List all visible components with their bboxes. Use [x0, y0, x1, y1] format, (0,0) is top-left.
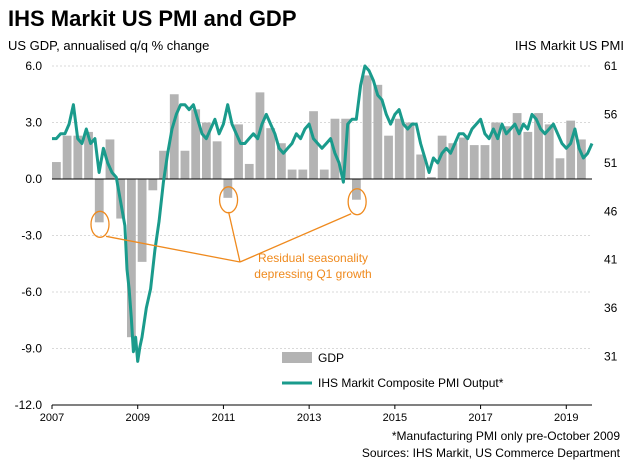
gdp-bar-29	[362, 75, 372, 179]
gdp-bar-45	[534, 113, 543, 179]
annotations	[90, 186, 367, 263]
gdp-bar-8	[137, 179, 147, 262]
gdp-bar-25	[319, 169, 329, 179]
gdp-bar-33	[405, 122, 415, 179]
legend: GDP IHS Markit Composite PMI Output*	[282, 351, 504, 390]
gdp-bar-44	[523, 131, 533, 179]
left-tick-label-5: -9.0	[21, 342, 42, 356]
annotation-circle-0	[90, 210, 110, 238]
gdp-bar-18	[244, 163, 254, 179]
gdp-bar-9	[148, 179, 158, 191]
gdp-bar-5	[105, 139, 115, 179]
gdp-bar-10	[159, 150, 168, 179]
gdp-bar-39	[469, 145, 479, 179]
x-tick-label-0: 2007	[40, 412, 64, 424]
footnote-2: Sources: IHS Markit, US Commerce Departm…	[362, 446, 621, 460]
right-axis-ticks: 61 56 51 46 41 36 31	[604, 59, 618, 364]
gdp-bar-30	[373, 84, 383, 179]
annotation-line-2: depressing Q1 growth	[254, 267, 371, 281]
gdp-bars	[52, 75, 586, 338]
gdp-bar-15	[212, 141, 222, 179]
left-axis-title: US GDP, annualised q/q % change	[8, 38, 209, 53]
gdp-bar-1	[62, 135, 72, 179]
gdp-bar-47	[555, 158, 565, 179]
gdp-bar-13	[191, 109, 201, 179]
right-tick-label-2: 51	[604, 156, 618, 170]
gdp-bar-37	[448, 143, 458, 179]
left-tick-label-1: 3.0	[25, 116, 42, 130]
right-tick-label-1: 56	[604, 107, 618, 121]
gdp-bar-24	[309, 111, 318, 179]
left-tick-label-2: 0.0	[25, 172, 42, 186]
gdp-bar-41	[491, 122, 501, 179]
legend-gdp-label: GDP	[318, 351, 344, 365]
right-tick-label-0: 61	[604, 59, 618, 73]
gdp-bar-32	[394, 118, 404, 179]
left-tick-label-4: -6.0	[21, 285, 42, 299]
annotation-leader-0	[105, 235, 241, 263]
gdp-bar-42	[502, 126, 511, 179]
annotation-circle-2	[347, 188, 367, 216]
gdp-bar-4	[94, 179, 104, 223]
gdp-bar-16	[223, 179, 233, 198]
right-axis-title: IHS Markit US PMI	[515, 38, 624, 53]
right-tick-label-6: 31	[604, 350, 618, 364]
right-tick-label-5: 36	[604, 301, 618, 315]
gdp-bar-43	[512, 113, 522, 179]
gdp-bar-14	[202, 122, 211, 179]
gdp-bar-11	[169, 94, 179, 179]
gdp-bar-49	[577, 139, 586, 179]
pmi-line-group	[52, 64, 594, 363]
gdp-bar-7	[127, 179, 136, 338]
gdp-bar-3	[84, 131, 93, 179]
gdp-bar-38	[459, 137, 468, 179]
annotation-leader-2	[239, 213, 352, 263]
legend-pmi-label: IHS Markit Composite PMI Output*	[318, 376, 504, 390]
gdp-bar-22	[287, 169, 297, 179]
gdp-bar-36	[437, 135, 447, 179]
annotation-line-1: Residual seasonality	[258, 251, 368, 265]
x-tick-label-5: 2017	[468, 412, 492, 424]
x-tick-label-2: 2011	[212, 412, 236, 424]
left-axis-ticks: 6.0 3.0 0.0 -3.0 -6.0 -9.0 -12.0	[15, 59, 43, 412]
gdp-bar-17	[234, 124, 243, 179]
chart-title: IHS Markit US PMI and GDP	[8, 6, 297, 31]
footnote-1: *Manufacturing PMI only pre-October 2009	[392, 429, 620, 443]
legend-gdp-swatch	[282, 352, 312, 363]
x-tick-label-3: 2013	[297, 412, 321, 424]
gdp-bar-0	[52, 162, 61, 179]
pmi-line	[52, 64, 594, 363]
gdp-bar-48	[566, 120, 576, 179]
gdp-bar-31	[384, 135, 393, 179]
x-tick-label-4: 2015	[383, 412, 407, 424]
annotation-leader-1	[227, 211, 241, 263]
gdp-bar-21	[277, 143, 286, 179]
x-tick-label-1: 2009	[125, 412, 149, 424]
gdp-bar-46	[544, 124, 554, 179]
left-tick-label-3: -3.0	[21, 229, 42, 243]
gdp-bar-23	[298, 169, 308, 179]
gdp-bar-34	[416, 154, 426, 179]
x-axis-ticks: 2007 2009 2011 2013 2015 2017 2019	[40, 404, 592, 424]
gdp-bar-35	[427, 177, 436, 179]
gdp-bar-12	[180, 150, 190, 179]
left-tick-label-6: -12.0	[15, 398, 43, 412]
left-tick-label-0: 6.0	[25, 59, 42, 73]
gdp-bar-2	[73, 135, 83, 179]
right-tick-label-4: 41	[604, 253, 618, 267]
x-tick-label-6: 2019	[554, 412, 578, 424]
right-tick-label-3: 46	[604, 204, 618, 218]
gdp-bar-40	[480, 145, 490, 179]
gdp-bar-20	[266, 128, 276, 179]
